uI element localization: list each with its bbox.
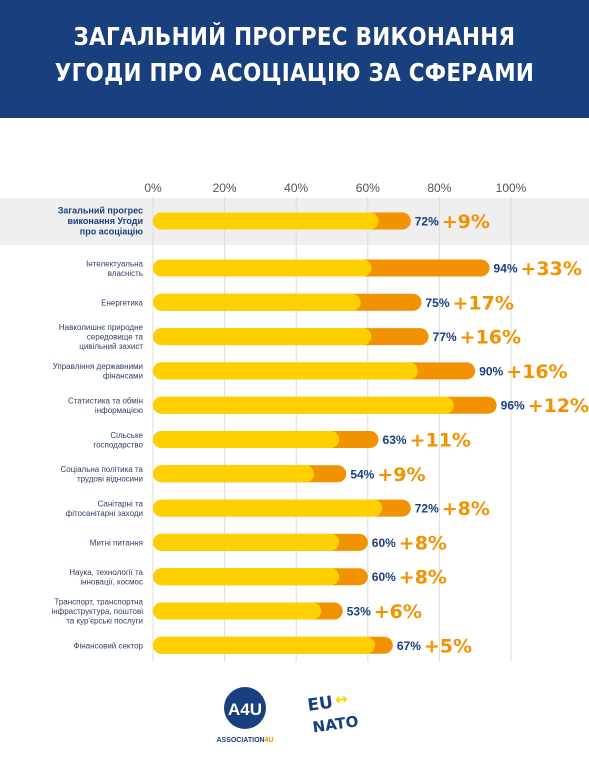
category-label: середовище та xyxy=(87,333,144,342)
base-bar xyxy=(153,396,454,414)
value-label: 63% xyxy=(383,433,407,447)
value-label: 77% xyxy=(433,330,457,344)
x-tick-label: 80% xyxy=(427,181,451,195)
category-label: Загальний прогрес xyxy=(58,206,143,216)
category-label: Інтелектуальна xyxy=(86,259,143,268)
category-label: Навколишнє природне xyxy=(59,323,144,332)
increase-label: +16% xyxy=(506,361,567,383)
category-label: Санітарні та xyxy=(98,499,144,508)
header-banner: ЗАГАЛЬНИЙ ПРОГРЕС ВИКОНАННЯ УГОДИ ПРО АС… xyxy=(0,0,589,118)
increase-label: +8% xyxy=(442,498,490,520)
value-label: 54% xyxy=(350,467,374,481)
base-bar xyxy=(153,362,418,380)
value-label: 96% xyxy=(501,399,525,413)
increase-label: +9% xyxy=(377,464,425,486)
increase-label: +11% xyxy=(410,430,471,452)
category-label: Енергетика xyxy=(101,298,143,307)
x-tick-label: 100% xyxy=(496,181,527,195)
category-label: та кур'єрські послуги xyxy=(66,617,143,626)
increase-label: +8% xyxy=(399,567,447,589)
value-label: 72% xyxy=(415,502,439,516)
increase-label: +5% xyxy=(424,635,472,657)
page-title-line-2: УГОДИ ПРО АСОЦІАЦІЮ ЗА СФЕРАМИ xyxy=(54,58,535,87)
value-label: 53% xyxy=(347,605,371,619)
category-label: інформацією xyxy=(95,406,143,415)
category-label: Статистика та обмін xyxy=(68,396,143,405)
base-bar xyxy=(153,499,383,517)
category-label: фітосанітарні заходи xyxy=(66,509,143,518)
base-bar xyxy=(153,328,372,346)
category-label: Соціальна політика та xyxy=(60,465,143,474)
category-label: інновації, космос xyxy=(80,577,143,586)
increase-label: +12% xyxy=(528,395,589,417)
value-label: 72% xyxy=(415,215,439,229)
category-label: інфраструктура, поштові xyxy=(51,607,143,616)
value-label: 94% xyxy=(494,262,518,276)
category-label: господарство xyxy=(93,440,143,449)
category-label: Митні питання xyxy=(90,538,143,547)
base-bar xyxy=(153,602,322,620)
base-bar xyxy=(153,293,361,311)
x-tick-label: 60% xyxy=(356,181,380,195)
value-label: 67% xyxy=(397,639,421,653)
category-label: Транспорт, транспортна xyxy=(54,598,143,607)
page-title-line-1: ЗАГАЛЬНИЙ ПРОГРЕС ВИКОНАННЯ xyxy=(73,22,516,51)
category-label: Управління державними xyxy=(53,362,143,371)
category-label: власність xyxy=(108,269,143,278)
category-label: цивільний захист xyxy=(79,342,143,351)
value-label: 90% xyxy=(479,364,503,378)
increase-label: +33% xyxy=(521,258,582,280)
category-label: трудові відносини xyxy=(77,475,143,484)
value-label: 60% xyxy=(372,536,396,550)
base-bar xyxy=(153,212,379,230)
base-bar xyxy=(153,465,315,483)
increase-label: +17% xyxy=(453,292,514,314)
x-tick-label: 20% xyxy=(213,181,237,195)
base-bar xyxy=(153,259,372,277)
x-tick-label: 40% xyxy=(284,181,308,195)
category-label: Наука, технології та xyxy=(69,568,143,577)
increase-label: +8% xyxy=(399,532,447,554)
base-bar xyxy=(153,568,340,586)
base-bar xyxy=(153,636,375,654)
category-label: Сільське xyxy=(110,431,143,440)
value-label: 75% xyxy=(426,296,450,310)
category-label: фінансами xyxy=(103,372,143,381)
category-label: Фінансовий сектор xyxy=(73,641,143,650)
base-bar xyxy=(153,533,340,551)
category-label: про асоціацію xyxy=(80,227,144,237)
base-bar xyxy=(153,431,340,448)
category-label: виконання Угоди xyxy=(67,216,143,226)
increase-label: +16% xyxy=(460,327,521,349)
increase-label: +9% xyxy=(442,211,490,233)
increase-label: +6% xyxy=(374,601,422,623)
value-label: 60% xyxy=(372,570,396,584)
x-tick-label: 0% xyxy=(144,181,162,195)
